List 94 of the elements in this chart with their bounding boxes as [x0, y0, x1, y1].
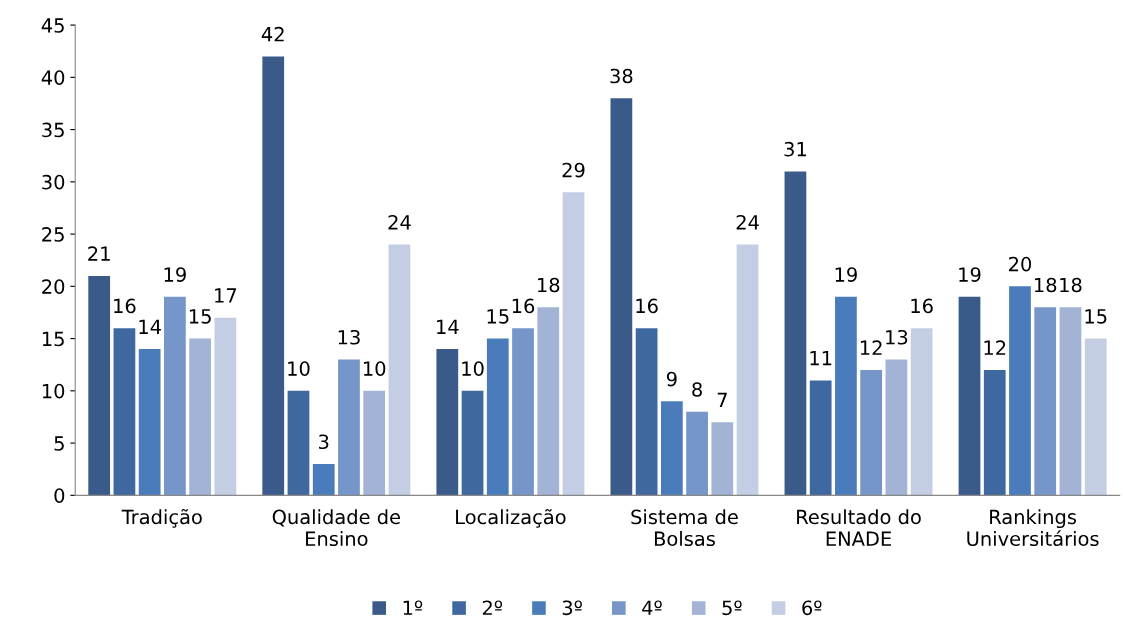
- bar: [1084, 338, 1107, 496]
- data-label: 13: [886, 329, 908, 345]
- x-tick-label: Resultado do ENADE: [797, 509, 921, 546]
- data-label: 12: [984, 340, 1006, 355]
- data-label: 10: [288, 361, 310, 376]
- data-label: 16: [911, 298, 933, 314]
- bar: [436, 349, 459, 496]
- x-tick-label: Sistema de Bolsas: [631, 509, 738, 547]
- bar: [312, 463, 335, 496]
- data-label: 29: [562, 162, 585, 178]
- data-label: 18: [538, 277, 560, 293]
- bar: [562, 192, 585, 496]
- data-label: 21: [88, 246, 110, 261]
- data-label: 19: [835, 267, 857, 282]
- y-tick-label: 0: [54, 488, 65, 503]
- bar: [860, 369, 883, 496]
- legend-label: 1º: [403, 600, 423, 615]
- bar: [635, 328, 658, 496]
- data-label: 14: [139, 319, 161, 334]
- bar: [88, 275, 111, 496]
- data-label: 24: [736, 214, 759, 230]
- legend-label: 3º: [562, 600, 582, 616]
- data-label: 20: [1009, 256, 1032, 272]
- data-label: 3: [319, 434, 329, 450]
- legend-label: 6º: [802, 600, 822, 616]
- data-label: 18: [1060, 277, 1082, 293]
- data-label: 10: [462, 361, 484, 376]
- bar: [363, 390, 386, 496]
- bar: [784, 171, 807, 496]
- data-label: 14: [437, 319, 459, 334]
- data-label: 19: [959, 267, 981, 282]
- bar: [461, 390, 484, 496]
- data-label: 16: [512, 298, 535, 314]
- y-tick-label: 5: [54, 436, 64, 451]
- bar: [138, 349, 161, 496]
- bar: [338, 359, 360, 496]
- data-label: 13: [338, 329, 360, 345]
- bar: [711, 422, 734, 496]
- bar: [189, 338, 212, 496]
- data-label: 17: [215, 288, 237, 303]
- data-label: 12: [860, 340, 882, 355]
- bar: [287, 390, 310, 496]
- data-label: 10: [363, 361, 386, 376]
- x-tick-label: Rankings Universitários: [967, 509, 1099, 547]
- data-label: 15: [1085, 309, 1107, 324]
- data-label: 8: [692, 382, 702, 397]
- y-tick-label: 15: [42, 331, 64, 347]
- y-tick-label: 25: [42, 227, 64, 242]
- data-label: 11: [810, 351, 832, 366]
- y-tick-label: 20: [42, 279, 65, 294]
- bar: [1034, 307, 1057, 496]
- bar: [537, 307, 560, 496]
- data-label: 19: [164, 267, 186, 282]
- y-tick-label: 30: [42, 174, 65, 190]
- data-label: 18: [1034, 277, 1057, 293]
- bar: [736, 244, 759, 496]
- legend-label: 4º: [642, 600, 662, 615]
- data-label: 16: [636, 298, 658, 314]
- data-label: 42: [261, 26, 284, 42]
- bar: [486, 338, 509, 496]
- bar: [113, 328, 136, 496]
- bar: [958, 296, 981, 496]
- x-tick-label: Tradição: [121, 508, 202, 528]
- data-label: 24: [388, 214, 411, 230]
- bar: [660, 401, 683, 496]
- x-tick-label: Localização: [456, 508, 566, 528]
- y-tick-label: 45: [41, 18, 64, 33]
- data-label: 9: [666, 371, 677, 387]
- y-tick-label: 35: [42, 122, 64, 138]
- bar: [983, 369, 1006, 496]
- bar: [835, 296, 857, 496]
- bar: [1059, 307, 1082, 496]
- bar: [610, 98, 633, 496]
- data-label: 7: [717, 392, 727, 408]
- legend-label: 2º: [482, 600, 503, 615]
- bar: [388, 244, 411, 496]
- data-label: 38: [610, 68, 633, 84]
- bar: [809, 380, 832, 496]
- data-label: 31: [784, 141, 807, 157]
- data-label: 16: [114, 298, 136, 314]
- bar: [214, 317, 237, 496]
- bar: [1009, 286, 1031, 496]
- data-label: 15: [487, 309, 509, 324]
- bar: [512, 328, 534, 496]
- bar: [910, 328, 933, 496]
- bar: [885, 359, 908, 496]
- bar: [262, 56, 285, 496]
- data-label: 15: [189, 309, 211, 324]
- y-tick-label: 10: [42, 383, 65, 399]
- bar: [686, 411, 708, 496]
- y-tick-label: 40: [41, 70, 65, 85]
- x-tick-label: Qualidade de Ensino: [272, 509, 400, 547]
- legend-label: 5º: [722, 600, 742, 616]
- bar: [164, 296, 186, 496]
